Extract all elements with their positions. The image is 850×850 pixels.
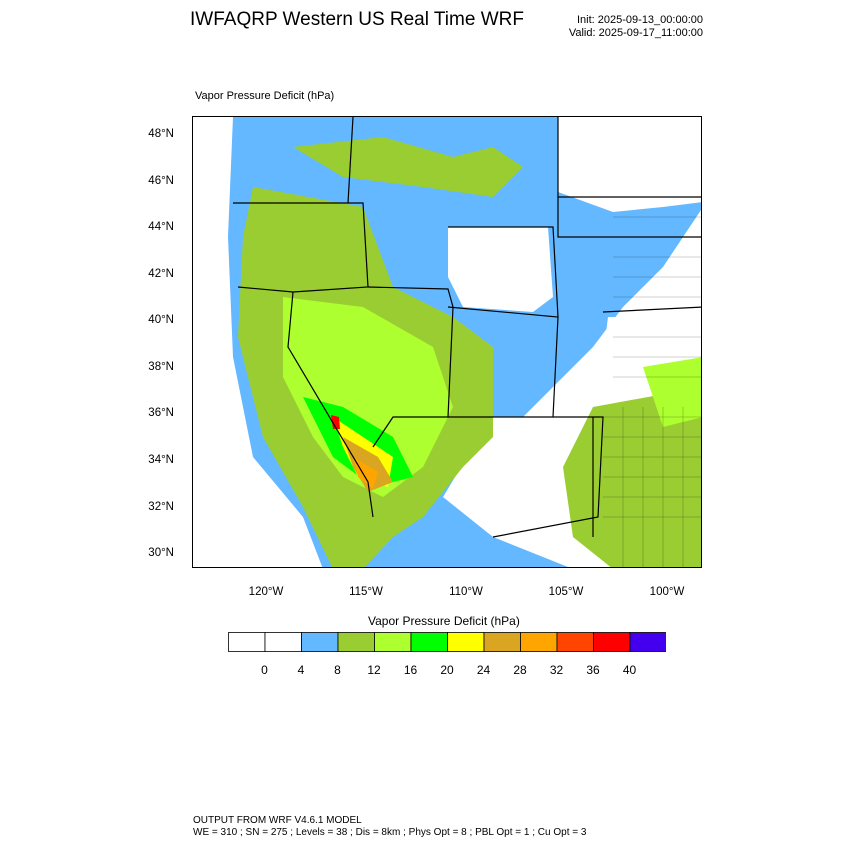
footer-model: OUTPUT FROM WRF V4.6.1 MODEL (193, 815, 362, 826)
colorbar-tick-label: 28 (513, 663, 527, 677)
colorbar-tick-label: 12 (367, 663, 381, 677)
colorbar-swatch (337, 632, 375, 652)
vpd-map (193, 117, 701, 567)
lat-label: 42°N (148, 268, 174, 280)
vpd-band-0 (483, 417, 553, 517)
colorbar-swatch (264, 632, 302, 652)
lon-label: 110°W (449, 586, 483, 598)
colorbar-tick-label: 4 (297, 663, 305, 677)
county-lines (603, 216, 701, 567)
lon-label: 120°W (248, 586, 284, 598)
colorbar-swatch (483, 632, 521, 652)
lat-label: 44°N (148, 221, 174, 233)
init-time: Init: 2025-09-13_00:00:00 (577, 14, 703, 26)
vpd-band-16 (283, 297, 453, 497)
vpd-band-12 (563, 387, 701, 567)
vpd-band-28 (343, 437, 393, 492)
colorbar-title: Vapor Pressure Deficit (hPa) (368, 614, 520, 628)
lat-label: 46°N (148, 175, 174, 187)
state-borders (233, 117, 701, 538)
colorbar-swatch (629, 632, 666, 652)
colorbar-swatch (374, 632, 412, 652)
colorbar-tick-label: 40 (622, 663, 637, 677)
lon-label: 105°W (548, 586, 584, 598)
vpd-band-32 (353, 457, 378, 489)
colorbar-swatch (593, 632, 631, 652)
lon-label: 100°W (649, 586, 685, 598)
lat-label: 38°N (148, 361, 174, 373)
valid-time: Valid: 2025-09-17_11:00:00 (568, 27, 703, 39)
vpd-band-40 (331, 415, 340, 429)
vpd-band-0 (603, 317, 701, 372)
colorbar (228, 632, 666, 652)
lat-label: 48°N (148, 128, 174, 140)
colorbar-tick-label: 32 (549, 663, 564, 677)
colorbar-tick-label: 8 (334, 663, 341, 677)
lat-label: 30°N (148, 547, 174, 559)
colorbar-swatch (447, 632, 485, 652)
vpd-band-16 (643, 357, 701, 427)
colorbar-swatch (228, 632, 266, 652)
colorbar-swatch (301, 632, 339, 652)
lat-label: 40°N (148, 314, 174, 326)
lat-label: 32°N (148, 501, 174, 513)
colorbar-swatch (556, 632, 594, 652)
footer-config: WE = 310 ; SN = 275 ; Levels = 38 ; Dis … (193, 827, 587, 838)
colorbar-swatch (520, 632, 558, 652)
lat-label: 34°N (148, 454, 174, 466)
main-title: IWFAQRP Western US Real Time WRF (190, 9, 524, 30)
colorbar-tick-label: 20 (440, 663, 454, 677)
lat-label: 36°N (148, 407, 174, 419)
vpd-band-0 (448, 227, 553, 312)
colorbar-tick-label: 16 (403, 663, 418, 677)
colorbar-swatch (410, 632, 448, 652)
colorbar-tick-label: 36 (586, 663, 600, 677)
vpd-band-0 (558, 117, 701, 212)
panel-title: Vapor Pressure Deficit (hPa) (195, 90, 335, 102)
map-frame (192, 116, 702, 568)
colorbar-tick-label: 0 (261, 663, 268, 677)
colorbar-tick-label: 24 (476, 663, 491, 677)
lon-label: 115°W (349, 586, 383, 598)
